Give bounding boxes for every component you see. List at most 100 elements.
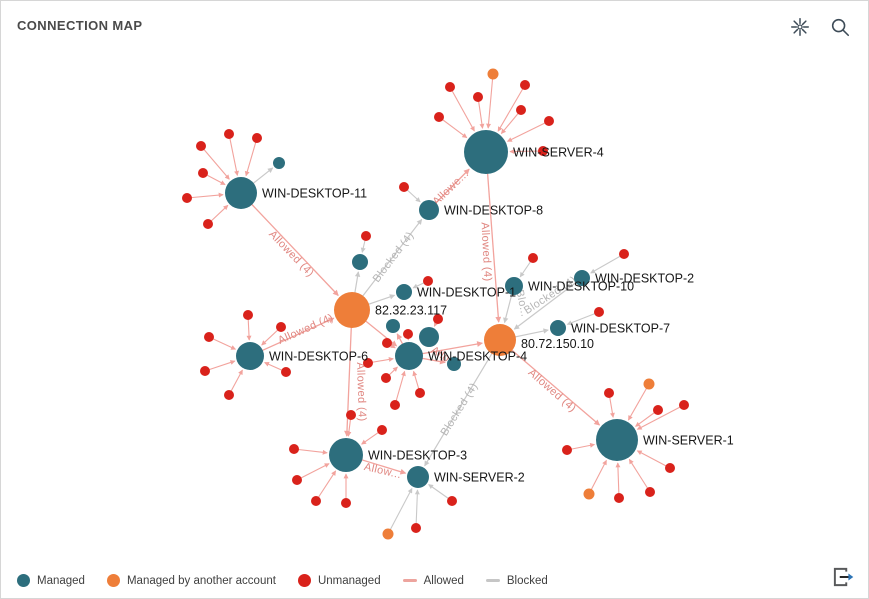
node-unnamed[interactable] <box>273 157 285 169</box>
legend-item-allowed: Allowed <box>402 575 464 587</box>
node-win-desktop-6[interactable] <box>236 342 264 370</box>
satellite-node-unmanaged[interactable] <box>434 112 444 122</box>
satellite-stem <box>204 360 236 372</box>
satellite-node-unmanaged[interactable] <box>544 116 554 126</box>
satellite-node-unmanaged[interactable] <box>224 129 234 139</box>
satellite-node-unmanaged[interactable] <box>538 146 548 156</box>
satellite-node-unmanaged[interactable] <box>182 193 192 203</box>
satellite-node-unmanaged[interactable] <box>562 445 572 455</box>
node-win-desktop-3[interactable] <box>329 438 363 472</box>
satellite-node-unmanaged[interactable] <box>679 400 689 410</box>
satellite-node-unmanaged[interactable] <box>399 182 409 192</box>
node-win-server-2[interactable] <box>407 466 429 488</box>
search-icon <box>831 18 850 37</box>
legend-label: Blocked <box>506 574 548 587</box>
satellite-node-unmanaged[interactable] <box>433 314 443 324</box>
recenter-burst-icon <box>791 18 809 36</box>
export-button[interactable] <box>828 562 858 592</box>
satellite-node-unmanaged[interactable] <box>445 82 455 92</box>
node-unnamed[interactable] <box>419 327 439 347</box>
satellite-stem <box>387 487 413 535</box>
satellite-node-unmanaged[interactable] <box>382 338 392 348</box>
satellite-node-unmanaged[interactable] <box>276 322 286 332</box>
satellite-node-unmanaged[interactable] <box>520 80 530 90</box>
node-win-desktop-8[interactable] <box>419 200 439 220</box>
satellite-node-unmanaged[interactable] <box>346 410 356 420</box>
node-unnamed[interactable] <box>447 357 461 371</box>
satellite-node-unmanaged[interactable] <box>341 498 351 508</box>
satellite-node-unmanaged[interactable] <box>198 168 208 178</box>
legend-item-blocked: Blocked <box>485 574 548 587</box>
satellite-node-unmanaged[interactable] <box>528 253 538 263</box>
node-win-desktop-2[interactable] <box>574 270 590 286</box>
satellite-node-unmanaged[interactable] <box>361 231 371 241</box>
satellite-node-unmanaged[interactable] <box>619 249 629 259</box>
satellite-node-unmanaged[interactable] <box>200 366 210 376</box>
node-label: WIN-DESKTOP-6 <box>269 350 368 364</box>
satellite-node-unmanaged[interactable] <box>415 388 425 398</box>
satellite-node-unmanaged[interactable] <box>604 388 614 398</box>
satellite-node-unmanaged[interactable] <box>377 425 387 435</box>
node-win-desktop-11[interactable] <box>225 177 257 209</box>
satellite-stem <box>636 404 685 430</box>
legend-item-managed-by-another-account: Managed by another account <box>106 574 276 587</box>
satellite-node-managed_other[interactable] <box>382 528 394 540</box>
edge-allowed <box>485 151 502 323</box>
legend-dot-icon <box>17 574 30 587</box>
node-82-32-23-117[interactable] <box>334 292 370 328</box>
satellite-node-unmanaged[interactable] <box>614 493 624 503</box>
satellite-node-unmanaged[interactable] <box>447 496 457 506</box>
satellite-node-unmanaged[interactable] <box>289 444 299 454</box>
satellite-node-unmanaged[interactable] <box>665 463 675 473</box>
satellite-stem <box>588 459 607 495</box>
satellite-node-unmanaged[interactable] <box>203 219 213 229</box>
search-button[interactable] <box>824 11 856 43</box>
satellite-node-managed_other[interactable] <box>583 488 595 500</box>
node-label: WIN-DESKTOP-2 <box>595 272 694 286</box>
recenter-button[interactable] <box>784 11 816 43</box>
satellite-node-unmanaged[interactable] <box>390 400 400 410</box>
satellite-node-unmanaged[interactable] <box>281 367 291 377</box>
node-win-desktop-1[interactable] <box>396 284 412 300</box>
satellite-node-managed_other[interactable] <box>487 68 499 80</box>
satellite-stem <box>566 311 600 326</box>
export-icon <box>833 567 854 587</box>
satellite-node-unmanaged[interactable] <box>594 307 604 317</box>
legend-label: Unmanaged <box>317 574 381 587</box>
satellite-node-managed_other[interactable] <box>643 378 655 390</box>
node-label: WIN-SERVER-2 <box>434 471 525 485</box>
node-label: WIN-DESKTOP-1 <box>417 286 516 300</box>
satellite-stem <box>296 463 330 481</box>
satellite-stem <box>186 192 224 199</box>
satellite-node-unmanaged[interactable] <box>243 310 253 320</box>
edge-label: Allowed (4) <box>266 228 316 279</box>
satellite-node-unmanaged[interactable] <box>311 496 321 506</box>
satellite-node-unmanaged[interactable] <box>516 105 526 115</box>
node-80-72-150-10[interactable] <box>484 324 516 356</box>
satellite-node-unmanaged[interactable] <box>423 276 433 286</box>
satellite-node-unmanaged[interactable] <box>292 475 302 485</box>
node-label: WIN-DESKTOP-10 <box>528 280 634 294</box>
satellite-node-unmanaged[interactable] <box>252 133 262 143</box>
legend-dot-icon <box>297 574 311 587</box>
satellite-node-unmanaged[interactable] <box>204 332 214 342</box>
satellite-node-unmanaged[interactable] <box>473 92 483 102</box>
edge-blocked <box>351 218 423 311</box>
node-win-desktop-7[interactable] <box>550 320 566 336</box>
satellite-node-unmanaged[interactable] <box>653 405 663 415</box>
node-win-desktop-10[interactable] <box>505 277 523 295</box>
node-win-server-1[interactable] <box>596 419 638 461</box>
satellite-node-unmanaged[interactable] <box>363 358 373 368</box>
node-unnamed[interactable] <box>352 254 368 270</box>
node-unnamed[interactable] <box>386 319 400 333</box>
satellite-node-unmanaged[interactable] <box>645 487 655 497</box>
satellite-node-unmanaged[interactable] <box>403 329 413 339</box>
edge-label: Allowed (4) <box>354 362 368 422</box>
satellite-node-unmanaged[interactable] <box>381 373 391 383</box>
satellite-node-unmanaged[interactable] <box>196 141 206 151</box>
satellite-node-unmanaged[interactable] <box>224 390 234 400</box>
satellite-node-unmanaged[interactable] <box>411 523 421 533</box>
node-win-server-4[interactable] <box>464 130 508 174</box>
node-win-desktop-4[interactable] <box>395 342 423 370</box>
